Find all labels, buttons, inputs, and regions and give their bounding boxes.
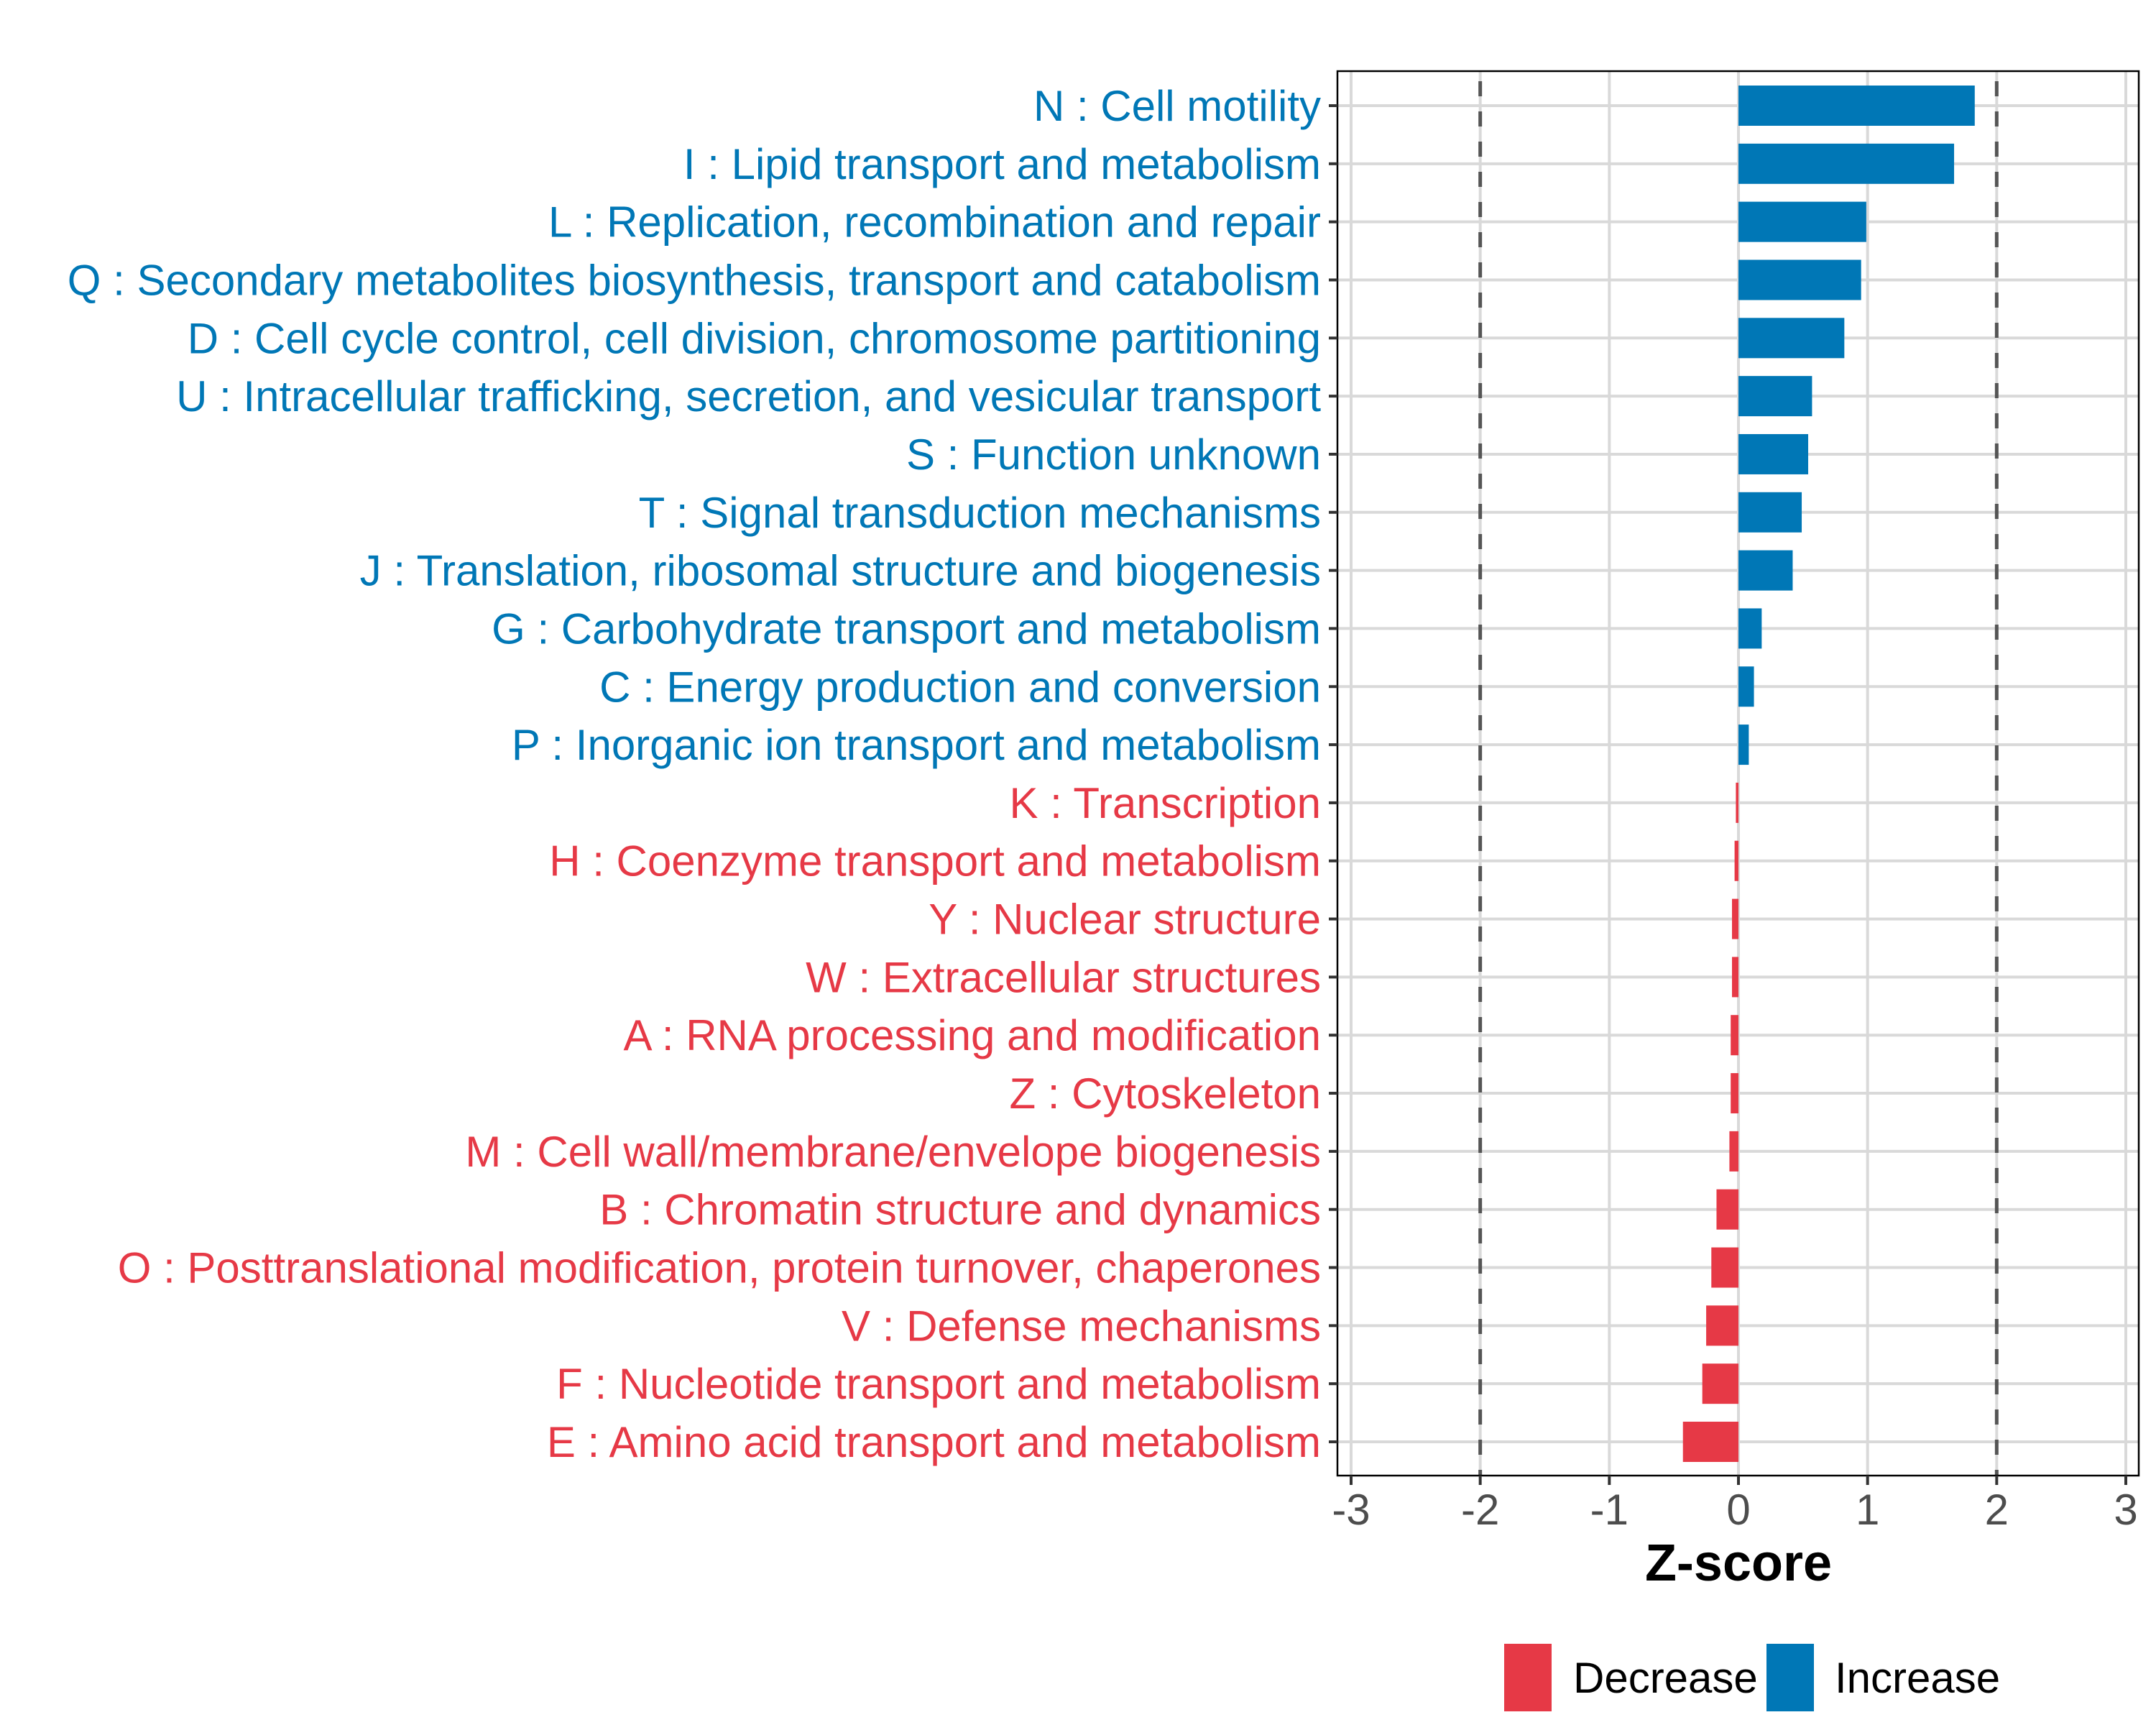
x-tick-label: 3 (2114, 1486, 2137, 1534)
x-axis-title: Z-score (1645, 1535, 1832, 1592)
bar (1738, 86, 1975, 126)
x-tick-label: -1 (1590, 1486, 1628, 1534)
bar (1716, 1189, 1738, 1230)
category-label: D : Cell cycle control, cell division, c… (188, 314, 1321, 362)
bar (1738, 259, 1861, 300)
category-label: E : Amino acid transport and metabolism (547, 1418, 1321, 1466)
y-axis: N : Cell motility I : Lipid transport and… (68, 82, 1337, 1466)
bar (1736, 782, 1738, 823)
x-tick-label: -3 (1332, 1486, 1370, 1534)
bars (1682, 86, 1975, 1462)
category-label: U : Intracellular trafficking, secretion… (176, 372, 1321, 420)
x-tick-label: 2 (1985, 1486, 2009, 1534)
bar (1738, 608, 1762, 649)
x-axis: -3 -2 -1 0 1 2 3 (1332, 1476, 2138, 1534)
category-label: Q : Secondary metabolites biosynthesis, … (68, 256, 1321, 304)
legend-swatch-increase (1766, 1644, 1814, 1711)
category-label: N : Cell motility (1033, 82, 1321, 130)
x-tick-label: 1 (1856, 1486, 1879, 1534)
category-label: A : RNA processing and modification (623, 1011, 1321, 1059)
bar (1731, 1073, 1738, 1114)
category-label: W : Extracellular structures (806, 953, 1321, 1001)
bar (1738, 143, 1955, 184)
bar (1738, 492, 1802, 533)
legend-swatch-decrease (1504, 1644, 1552, 1711)
category-label: F : Nucleotide transport and metabolism (556, 1360, 1321, 1408)
bar (1732, 898, 1738, 939)
legend: Decrease Increase (1504, 1644, 2000, 1711)
category-label: T : Signal transduction mechanisms (639, 489, 1321, 537)
category-label: H : Coenzyme transport and metabolism (549, 837, 1321, 886)
bar (1738, 724, 1749, 765)
category-label: V : Defense mechanisms (842, 1302, 1321, 1350)
bar (1732, 957, 1738, 998)
category-label: P : Inorganic ion transport and metaboli… (512, 721, 1321, 769)
bar (1738, 201, 1866, 242)
category-label: Z : Cytoskeleton (1009, 1070, 1321, 1118)
bar (1682, 1422, 1738, 1462)
legend-label-decrease: Decrease (1573, 1654, 1758, 1702)
bar (1738, 318, 1845, 359)
bar (1738, 550, 1793, 591)
x-tick-label: 0 (1726, 1486, 1750, 1534)
legend-label-increase: Increase (1835, 1654, 2000, 1702)
category-label: S : Function unknown (906, 431, 1321, 479)
bar (1734, 840, 1738, 881)
reference-lines (1478, 71, 1999, 1476)
category-label: Y : Nuclear structure (929, 896, 1321, 944)
category-label: G : Carbohydrate transport and metabolis… (492, 604, 1321, 653)
bar (1731, 1015, 1738, 1056)
category-label: I : Lipid transport and metabolism (683, 140, 1321, 188)
category-label: M : Cell wall/membrane/envelope biogenes… (465, 1128, 1321, 1176)
bar (1738, 666, 1754, 707)
category-label: C : Energy production and conversion (599, 663, 1321, 711)
bar (1706, 1305, 1738, 1346)
bar (1738, 376, 1812, 417)
category-label: J : Translation, ribosomal structure and… (360, 547, 1321, 595)
category-label: O : Posttranslational modification, prot… (118, 1244, 1321, 1292)
bar (1738, 433, 1809, 474)
category-label: L : Replication, recombination and repai… (548, 198, 1321, 247)
bar (1729, 1131, 1738, 1172)
bar (1702, 1363, 1738, 1404)
category-label: K : Transcription (1009, 779, 1321, 827)
x-tick-label: -2 (1461, 1486, 1499, 1534)
category-label: B : Chromatin structure and dynamics (599, 1186, 1321, 1234)
bar (1711, 1247, 1738, 1288)
